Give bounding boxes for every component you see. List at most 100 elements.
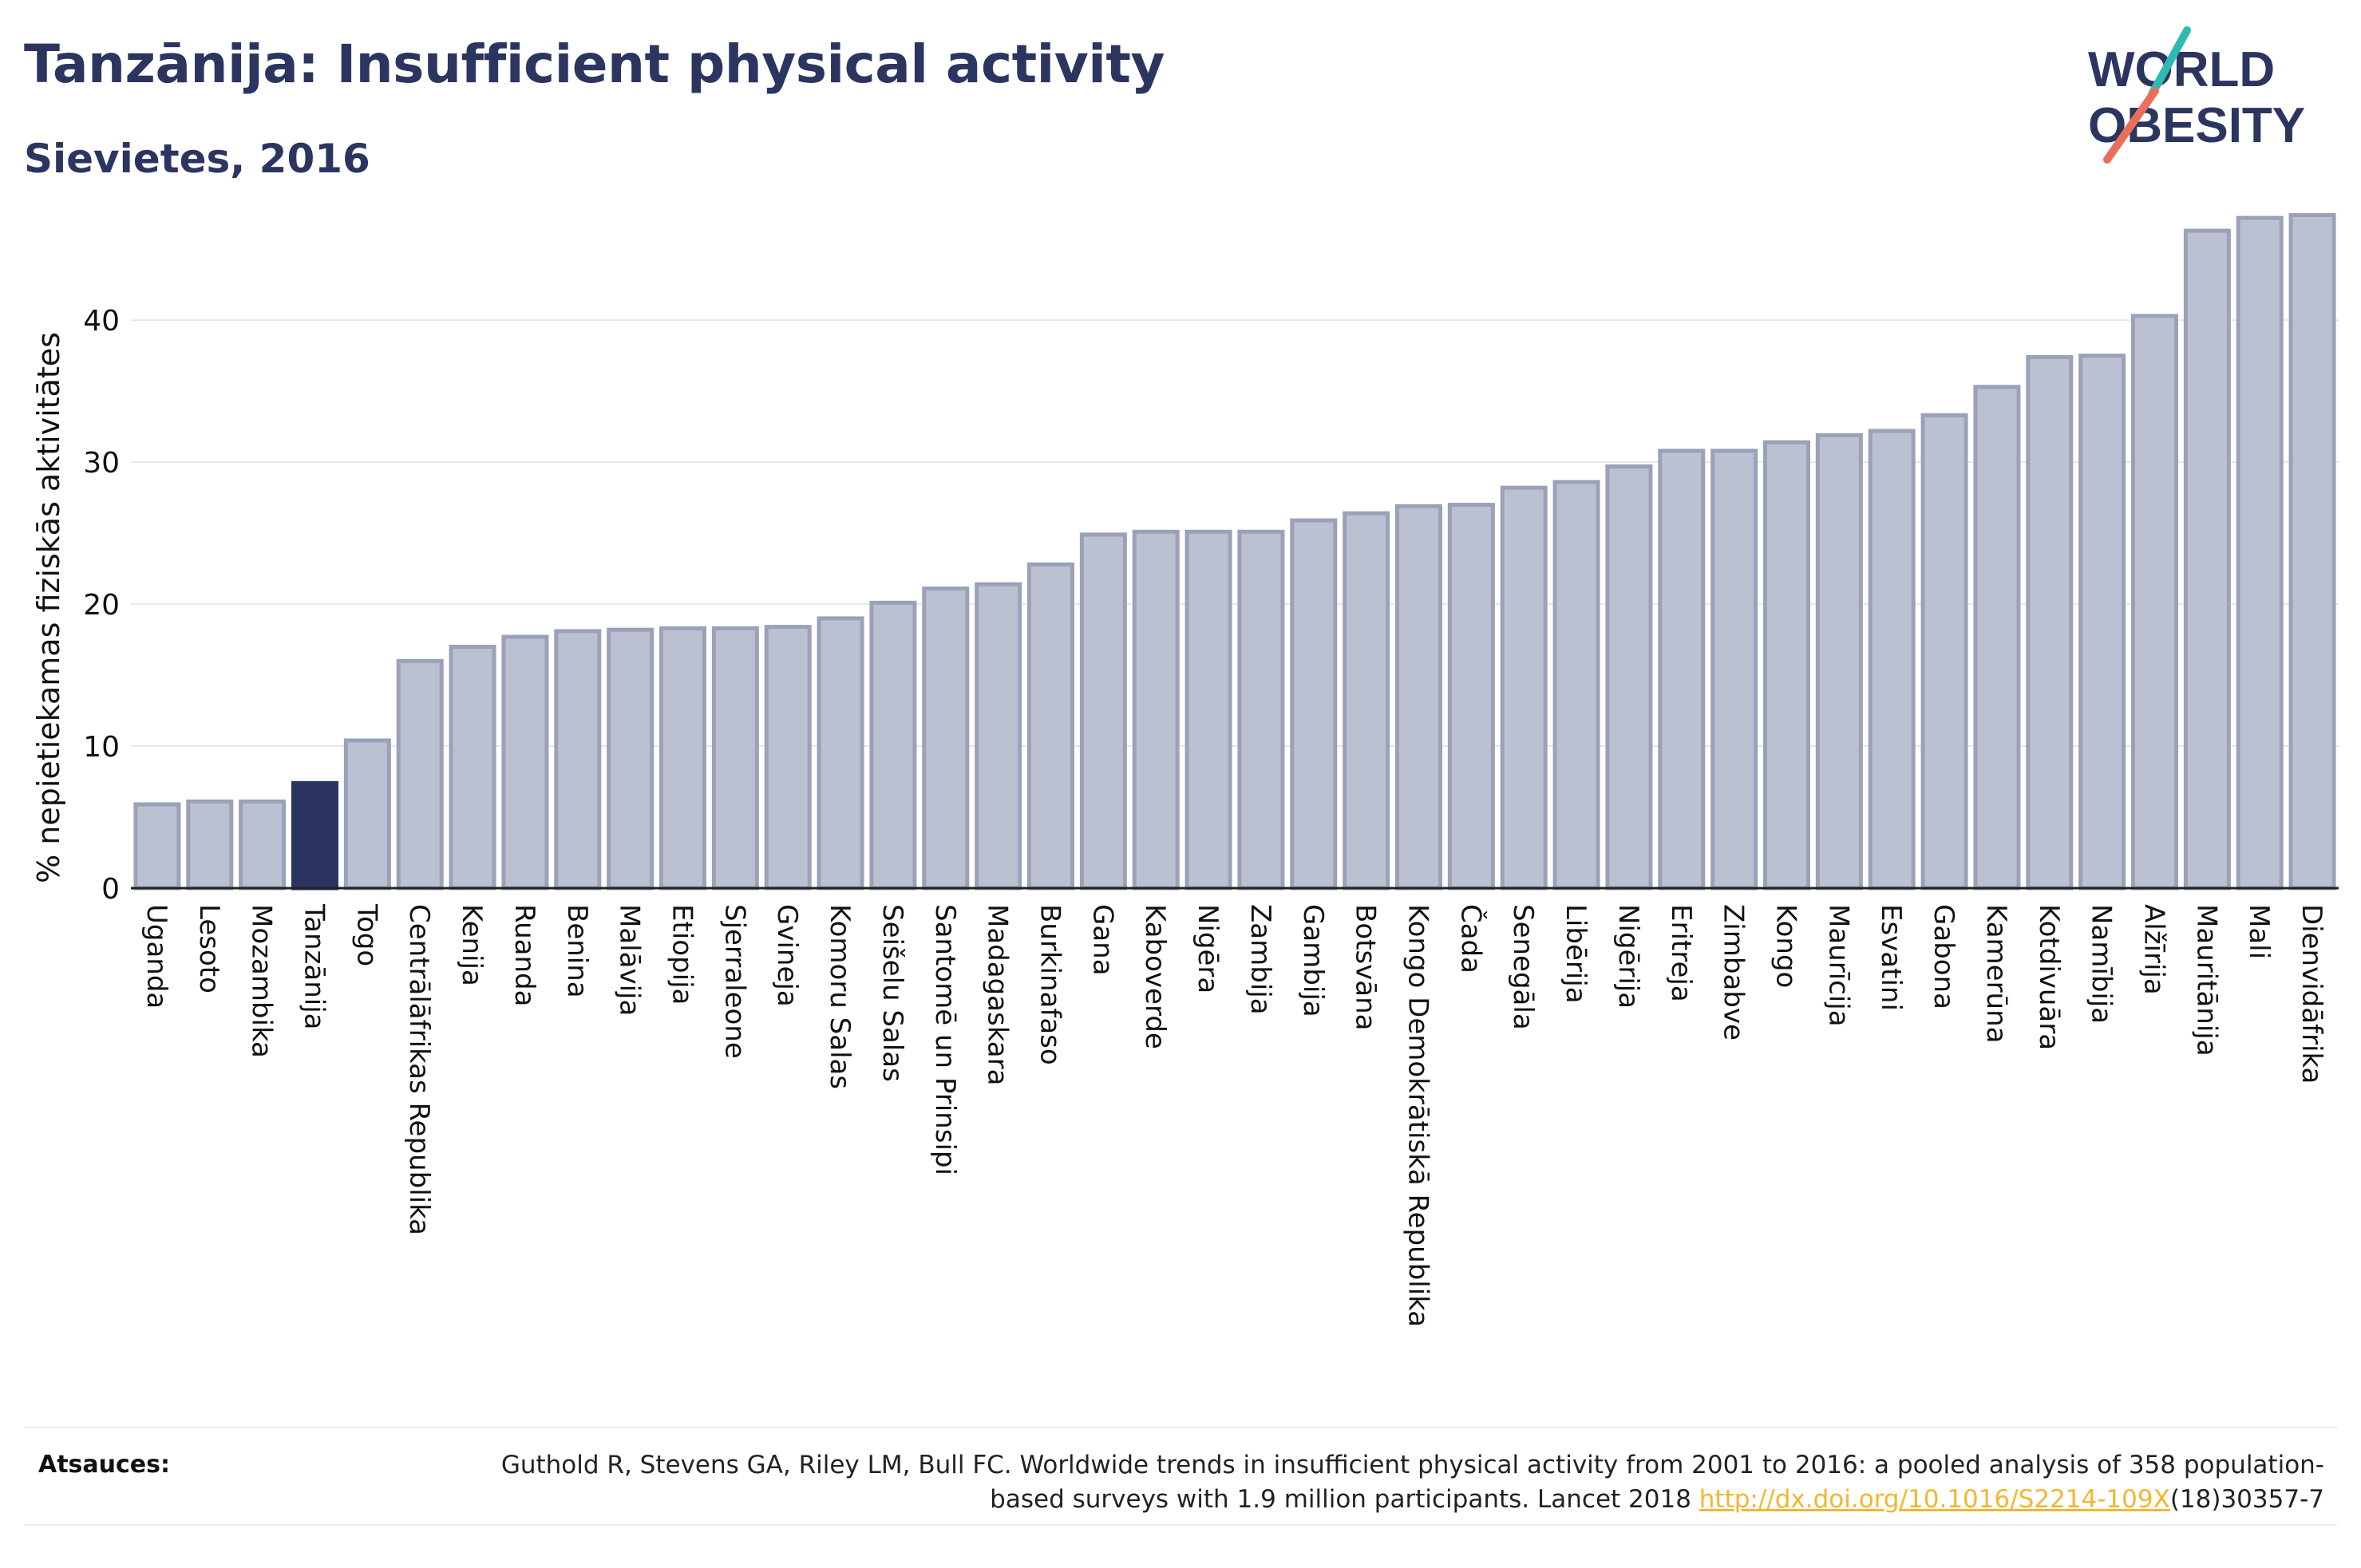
x-tick-label: Malāvija xyxy=(614,904,646,1016)
x-tick-label: Čada xyxy=(1454,904,1487,974)
x-tick-label: Alžīrija xyxy=(2138,904,2170,995)
x-tick-label: Kongo xyxy=(1770,904,1802,988)
bar xyxy=(1762,440,1811,891)
bar xyxy=(239,799,287,891)
bar xyxy=(1447,503,1495,891)
x-tick-label: Botsvāna xyxy=(1350,904,1382,1031)
x-tick-label: Kamerūna xyxy=(1980,904,2012,1043)
logo-line-obesity: OBESITY xyxy=(2088,98,2305,153)
x-tick-label: Tanzānija xyxy=(299,903,330,1029)
y-tick-label: 20 xyxy=(83,589,120,622)
x-tick-label: Senegāla xyxy=(1507,904,1539,1030)
bar xyxy=(975,582,1022,891)
bar xyxy=(133,802,181,891)
gridlines xyxy=(131,319,2339,748)
bar xyxy=(2026,355,2074,891)
bars xyxy=(133,213,2336,891)
x-tick-label: Namībija xyxy=(2086,904,2118,1024)
x-tick-label: Lesoto xyxy=(193,904,225,993)
bar xyxy=(343,738,391,891)
bar xyxy=(1868,429,1916,891)
footer-divider-top xyxy=(24,1427,2337,1428)
x-tick-label: Nigēra xyxy=(1192,904,1224,993)
bar xyxy=(2183,228,2231,891)
bar xyxy=(658,626,707,891)
bar-chart: 0 10 20 30 40 Uganda Lesoto Mozambika Tanzānija… xyxy=(31,213,2339,1327)
bar xyxy=(764,625,812,891)
bar xyxy=(1605,464,1653,891)
source-citation: Guthold R, Stevens GA, Riley LM, Bull FC… xyxy=(488,1448,2324,1517)
y-axis-label: % nepietiekamas fiziskās aktivitātes xyxy=(31,332,66,883)
bar xyxy=(1343,511,1390,891)
x-tick-label: Gana xyxy=(1086,904,1118,976)
x-tick-label: Kotdivuāra xyxy=(2033,904,2065,1050)
x-tick-label: Togo xyxy=(350,903,382,966)
bar xyxy=(817,616,864,891)
source-text-suffix: (18)30357-7 xyxy=(2169,1485,2324,1514)
x-tick-label: Gvineja xyxy=(771,904,803,1007)
x-tick-label: Gambija xyxy=(1297,904,1329,1017)
bar xyxy=(1394,504,1443,891)
chart-subtitle: Sievietes, 2016 xyxy=(24,136,370,182)
bar xyxy=(922,587,970,891)
x-tick-label: Zimbabve xyxy=(1718,904,1750,1041)
bar xyxy=(1184,529,1232,891)
x-tick-label: Kongo Demokrātiskā Republika xyxy=(1402,904,1434,1327)
x-tick-label: Libērija xyxy=(1560,904,1592,1004)
bar xyxy=(396,658,444,891)
x-tick-label: Dienvidāfrika xyxy=(2296,904,2327,1084)
source-text: Guthold R, Stevens GA, Riley LM, Bull FC… xyxy=(500,1451,2324,1514)
source-doi-link[interactable]: http://dx.doi.org/10.1016/S2214-109X xyxy=(1699,1485,2170,1514)
bar xyxy=(607,627,655,891)
bar xyxy=(1026,562,1075,891)
x-tick-label: Mali xyxy=(2243,904,2275,959)
y-tick-label: 30 xyxy=(83,447,120,480)
x-tick-label: Uganda xyxy=(140,904,172,1009)
y-tick-label: 10 xyxy=(83,731,120,764)
bar xyxy=(291,780,339,891)
bar xyxy=(449,645,496,891)
bar xyxy=(711,626,759,891)
x-tick-label: Gabona xyxy=(1928,904,1960,1009)
x-tick-label: Mozambika xyxy=(246,904,278,1058)
x-tick-label: Eritreja xyxy=(1665,904,1697,1002)
logo-slash-teal xyxy=(2148,26,2191,98)
x-tick-label: Sjerraleone xyxy=(718,904,750,1059)
x-tick-label: Zambija xyxy=(1244,904,1276,1015)
x-tick-labels: Uganda Lesoto Mozambika Tanzānija Togo Centrā… xyxy=(140,903,2327,1327)
bar xyxy=(1710,448,1758,891)
y-tick-label: 40 xyxy=(83,305,120,338)
bar xyxy=(1237,529,1285,891)
bar xyxy=(1920,413,1968,891)
source-label: Atsauces: xyxy=(38,1451,170,1479)
bar xyxy=(1132,529,1180,891)
bar xyxy=(1079,532,1127,891)
footer-divider-bottom xyxy=(24,1524,2337,1526)
bar xyxy=(1815,432,1863,891)
x-tick-label: Komoru Salas xyxy=(824,904,856,1089)
bar xyxy=(869,600,917,891)
logo-line-world: WORLD xyxy=(2088,42,2275,97)
bar xyxy=(2288,213,2336,891)
bar xyxy=(1658,448,1706,891)
x-tick-label: Centrālāfrikas Republika xyxy=(403,904,435,1235)
y-tick-label: 0 xyxy=(101,873,120,906)
bar xyxy=(1500,485,1548,891)
x-tick-label: Etiopija xyxy=(666,904,698,1005)
x-tick-label: Mauritānija xyxy=(2190,904,2222,1057)
bar xyxy=(1973,385,2021,891)
x-tick-label: Burkinafaso xyxy=(1034,904,1066,1065)
bar xyxy=(2130,314,2179,891)
x-tick-label: Kenija xyxy=(456,904,488,986)
world-obesity-logo: WORLD OBESITY xyxy=(2088,26,2305,164)
x-tick-label: Santomē un Prinsipi xyxy=(929,904,961,1175)
bar xyxy=(2236,215,2284,891)
bar xyxy=(186,799,234,891)
x-tick-label: Nigērija xyxy=(1612,904,1644,1009)
chart-title: Tanzānija: Insufficient physical activit… xyxy=(24,34,1165,95)
bar xyxy=(1552,480,1600,891)
bar xyxy=(1290,518,1338,891)
x-tick-label: Madagaskara xyxy=(982,904,1014,1085)
bar xyxy=(2078,353,2126,891)
x-tick-label: Esvatini xyxy=(1875,904,1907,1011)
